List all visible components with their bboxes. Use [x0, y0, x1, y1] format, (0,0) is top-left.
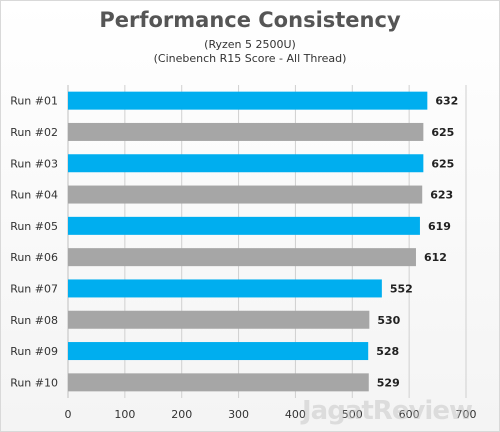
category-label: Run #06	[10, 251, 58, 264]
x-tick-label: 500	[342, 408, 363, 421]
category-label: Run #01	[10, 95, 58, 108]
watermark-logo: JagatReview	[302, 396, 473, 426]
x-tick-label: 700	[456, 408, 477, 421]
x-tick-label: 200	[171, 408, 192, 421]
category-labels: Run #01 Run #02 Run #03 Run #04 Run #05 Run #…	[10, 95, 58, 390]
chart-title: Performance Consistency	[99, 8, 401, 32]
data-label: 612	[424, 251, 447, 264]
x-axis-ticks: 0 100 200 300 400 500 600 700	[65, 408, 477, 421]
data-label: 529	[377, 376, 400, 389]
chart-subtitle-2: (Cinebench R15 Score - All Thread)	[153, 52, 347, 65]
bar	[68, 154, 424, 173]
bar	[68, 373, 369, 392]
chart-subtitle-1: (Ryzen 5 2500U)	[204, 38, 296, 51]
x-tick-label: 600	[399, 408, 420, 421]
x-tick-label: 400	[285, 408, 306, 421]
category-label: Run #02	[10, 126, 58, 139]
category-label: Run #10	[10, 376, 58, 389]
category-label: Run #09	[10, 345, 58, 358]
bars	[68, 91, 428, 392]
data-label: 552	[390, 282, 413, 295]
data-labels: 632 625 625 623 619 612 552 530 528 529	[376, 95, 458, 390]
category-label: Run #08	[10, 314, 58, 327]
category-label: Run #07	[10, 282, 58, 295]
bar	[68, 122, 424, 141]
bar	[68, 216, 420, 235]
data-label: 528	[376, 345, 399, 358]
category-label: Run #03	[10, 157, 58, 170]
bar	[68, 248, 416, 267]
bar	[68, 185, 423, 204]
data-label: 625	[431, 126, 454, 139]
data-label: 619	[428, 220, 451, 233]
bar	[68, 310, 370, 329]
x-tick-label: 100	[114, 408, 135, 421]
category-label: Run #05	[10, 220, 58, 233]
bar	[68, 279, 382, 298]
bar	[68, 91, 428, 110]
data-label: 623	[430, 189, 453, 202]
data-label: 625	[431, 157, 454, 170]
data-label: 530	[377, 314, 400, 327]
category-label: Run #04	[10, 189, 58, 202]
bar	[68, 342, 369, 361]
x-tick-label: 300	[228, 408, 249, 421]
data-label: 632	[435, 95, 458, 108]
x-tick-label: 0	[65, 408, 72, 421]
